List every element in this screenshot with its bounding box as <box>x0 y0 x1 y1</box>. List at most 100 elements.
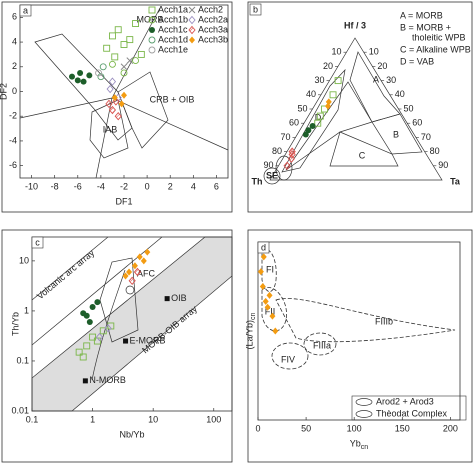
point <box>74 77 81 84</box>
point <box>334 77 342 85</box>
point <box>131 262 138 270</box>
point <box>133 267 142 277</box>
tick-label: 30 <box>386 75 396 85</box>
field-label: C <box>359 150 366 160</box>
arc-array-line <box>31 236 109 301</box>
x-tick-label: 0 <box>255 423 260 433</box>
y-tick-label: -6 <box>9 160 17 170</box>
point <box>259 283 266 290</box>
point <box>316 112 324 120</box>
point <box>149 27 155 33</box>
point <box>97 73 105 81</box>
x-axis-label: Nb/Yb <box>119 429 144 439</box>
x-axis-label: Ybcn <box>350 438 369 450</box>
point <box>103 44 111 52</box>
tick-label: 80 <box>430 146 440 156</box>
apex-label: Ta <box>450 176 461 186</box>
point <box>120 41 128 48</box>
reference-point <box>123 338 129 344</box>
x-tick-label: -8 <box>51 181 59 191</box>
afc-node <box>125 285 135 295</box>
legend-label: A = MORB <box>400 10 443 20</box>
point <box>266 291 273 299</box>
boundary <box>95 97 113 179</box>
morb-oib-array <box>31 236 233 412</box>
point <box>132 57 140 65</box>
legend-label: Acch3a <box>198 24 228 34</box>
tick-label: 10 <box>369 47 379 57</box>
panel-label-box <box>257 241 270 254</box>
field-b <box>371 113 423 155</box>
field-label: B <box>393 129 399 139</box>
tick-label: 40 <box>306 89 316 99</box>
legend-label: Acch2a <box>198 14 228 24</box>
annotation: FI <box>266 264 274 274</box>
plot-frame <box>31 236 233 412</box>
point <box>148 6 156 14</box>
point <box>126 268 133 276</box>
y-tick-label: 1 <box>24 305 29 315</box>
field-fiiib <box>275 298 456 343</box>
x-tick-label: -2 <box>120 181 128 191</box>
tick-label: 60 <box>289 118 299 128</box>
point <box>188 6 196 14</box>
boundary <box>111 97 229 151</box>
x-tick-label: 0 <box>145 181 150 191</box>
tick-label: 20 <box>323 61 333 71</box>
apex-label: Hf / 3 <box>344 20 366 30</box>
legend-label: Acch3b <box>198 34 228 44</box>
y-tick-label: 0 <box>12 86 17 96</box>
point <box>79 353 87 361</box>
x-tick-label: 0.1 <box>26 414 39 424</box>
point <box>262 297 269 305</box>
field-fiiia <box>303 332 337 356</box>
x-axis-label: DF1 <box>115 196 132 206</box>
tick-label: 90 <box>438 160 448 170</box>
x-tick-label: 1 <box>90 414 95 424</box>
panel-label: b <box>253 4 258 14</box>
point <box>106 84 114 94</box>
legend-label: Acch1d <box>158 34 188 44</box>
y-axis-label: Th/Yb <box>10 312 20 336</box>
annotation: FII <box>265 306 276 316</box>
tick-label: 40 <box>395 89 405 99</box>
annotation: FIV <box>281 354 295 364</box>
y-tick-label: -4 <box>9 135 17 145</box>
apex-label: Th <box>252 176 263 186</box>
x-tick-label: 200 <box>443 423 458 433</box>
y-tick-label: -2 <box>9 111 17 121</box>
point <box>148 16 156 24</box>
legend-label: Thèodat Complex <box>376 408 448 418</box>
legend-label: tholeitic WPB <box>412 32 466 42</box>
x-tick-label: 6 <box>214 181 219 191</box>
annotation: FIIIb <box>375 316 393 326</box>
y-tick-label: 4 <box>12 36 17 46</box>
se-circle <box>263 167 281 185</box>
field-label: D <box>315 112 322 122</box>
tick-label: 50 <box>404 103 414 113</box>
annotation: FIIIa <box>313 340 331 350</box>
point <box>105 99 113 109</box>
plot-frame <box>19 4 229 179</box>
point <box>69 73 75 80</box>
x-tick-label: 2 <box>168 181 173 191</box>
tick-label: 90 <box>263 160 273 170</box>
panel-label-box <box>19 4 32 17</box>
reference-point <box>164 296 170 302</box>
tick-label: 50 <box>297 103 307 113</box>
y-axis-label: DF2 <box>0 83 8 100</box>
y-axis-label: (La/Yb)cn <box>244 312 256 349</box>
legend-label: Acch1e <box>158 44 188 54</box>
point <box>121 91 127 99</box>
boundary <box>19 97 113 119</box>
crb-field <box>117 71 169 149</box>
morb-field <box>34 33 133 141</box>
point <box>148 46 156 54</box>
point <box>120 69 128 77</box>
panel-frame <box>1 1 233 213</box>
annotation: SE <box>266 170 278 180</box>
x-tick-label: 150 <box>395 423 410 433</box>
point <box>80 310 87 317</box>
panel-label: a <box>23 5 28 15</box>
